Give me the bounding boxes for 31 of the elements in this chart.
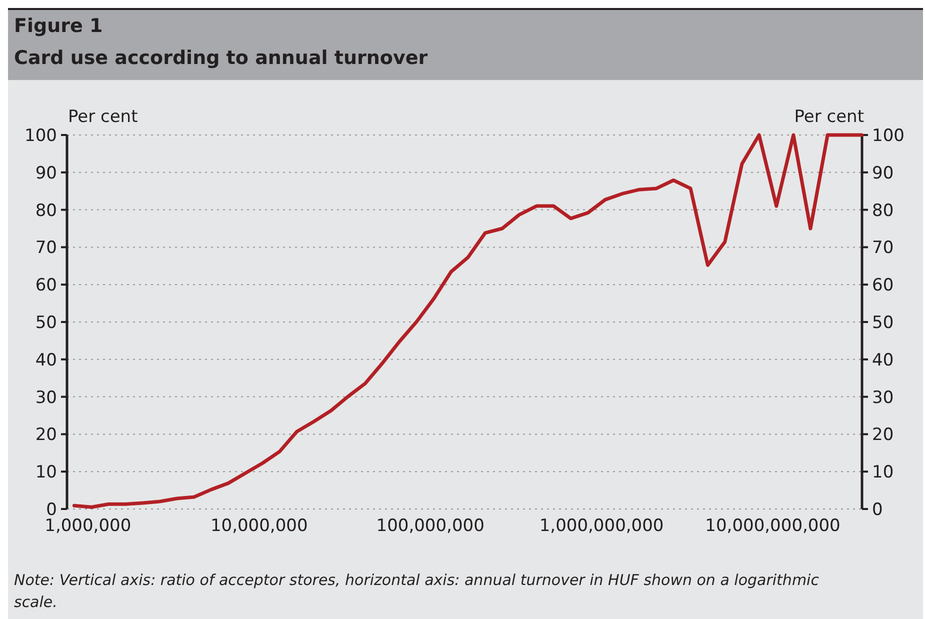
line-series xyxy=(72,133,864,509)
y2-tick-label: 50 xyxy=(872,312,894,333)
y2-axis-title: Per cent xyxy=(794,107,864,127)
x-tick-label: 100,000,000 xyxy=(376,516,484,536)
y-tick-label: 20 xyxy=(35,425,57,446)
x-tick-label: 1,000,000,000 xyxy=(539,516,664,536)
y2-tick-label: 60 xyxy=(872,276,894,296)
y-tick-label: 60 xyxy=(35,276,57,296)
y2-tick-label: 0 xyxy=(872,500,883,520)
y-tick-label: 30 xyxy=(35,388,57,408)
y-tick-label: 90 xyxy=(35,163,57,184)
y-tick-label: 100 xyxy=(24,126,57,146)
y2-tick-label: 80 xyxy=(872,200,894,221)
y2-tick-label: 70 xyxy=(872,238,894,258)
y-tick-label: 40 xyxy=(35,350,57,370)
chart-subtitle: Card use according to annual turnover xyxy=(14,47,428,69)
y-tick-label: 80 xyxy=(35,200,57,221)
y2-tick-label: 10 xyxy=(872,462,894,483)
x-tick-label: 10,000,000,000 xyxy=(705,516,840,536)
x-tick-label: 10,000,000 xyxy=(210,516,308,536)
chart-title: Figure 1 xyxy=(14,15,103,37)
y-tick-label: 10 xyxy=(35,462,57,483)
y2-tick-label: 20 xyxy=(872,425,894,446)
text: Note: Vertical axis: ratio of acceptor stores, horizontal axis: annual turnover in HUF shown on a logarithmic scale. xyxy=(14,571,820,611)
y-axis-title: Per cent xyxy=(68,107,138,127)
y2-tick-label: 90 xyxy=(872,163,894,184)
y-tick-label: 70 xyxy=(35,238,57,258)
y2-tick-label: 40 xyxy=(872,350,894,370)
y2-tick-label: 100 xyxy=(872,126,904,146)
y-tick-label: 50 xyxy=(35,312,57,333)
y2-tick-label: 30 xyxy=(872,388,894,408)
